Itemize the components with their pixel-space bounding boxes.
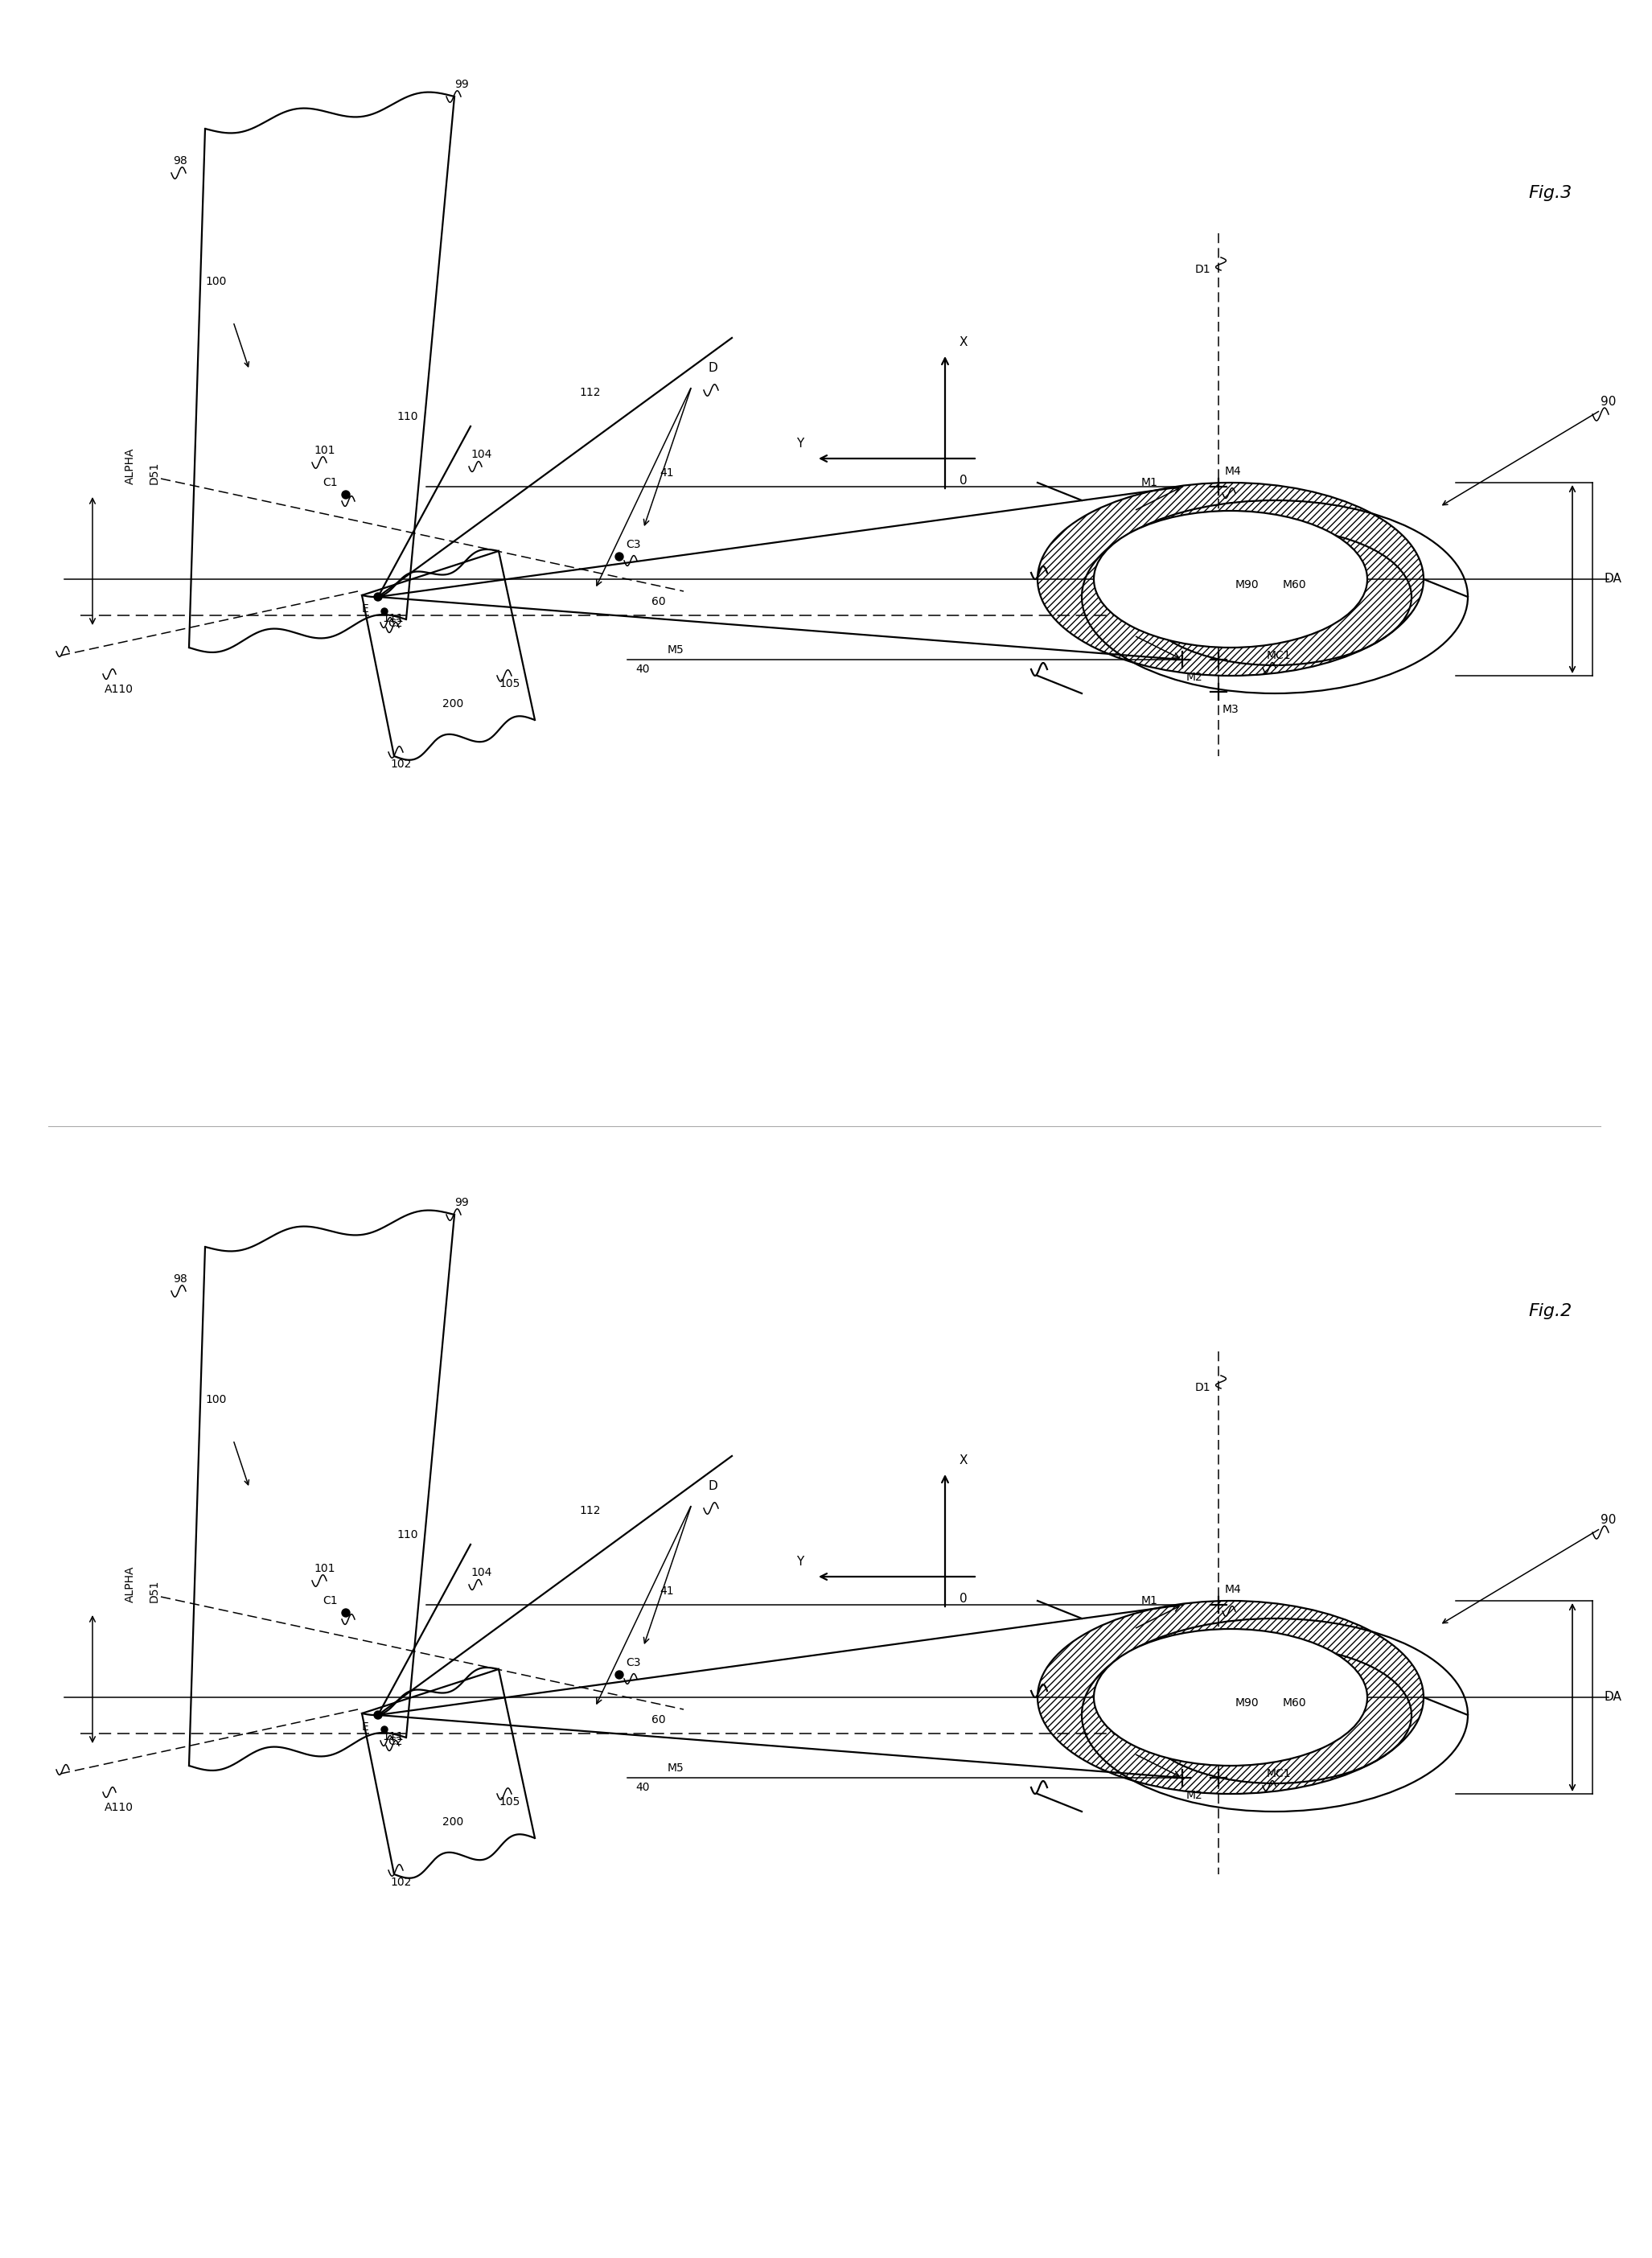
Text: 41: 41 <box>659 467 674 479</box>
Circle shape <box>342 1610 350 1617</box>
Text: 100: 100 <box>205 275 226 287</box>
Text: E: E <box>362 1721 368 1732</box>
Text: ALPHA: ALPHA <box>124 1565 135 1603</box>
Text: Fig.2: Fig.2 <box>1528 1303 1571 1319</box>
Text: Y: Y <box>796 1556 805 1569</box>
Text: 102: 102 <box>390 759 411 770</box>
Text: M2: M2 <box>1186 671 1203 682</box>
Text: MC1: MC1 <box>1267 1768 1292 1779</box>
Text: A110: A110 <box>104 684 134 695</box>
Text: 90: 90 <box>1601 1515 1616 1526</box>
Circle shape <box>342 490 350 499</box>
Text: DA: DA <box>1604 1691 1622 1703</box>
Text: 60: 60 <box>651 1714 666 1725</box>
Text: 99: 99 <box>454 79 469 90</box>
Text: M1: M1 <box>1142 1594 1158 1605</box>
Text: C2: C2 <box>388 619 403 630</box>
Text: 112: 112 <box>580 1506 600 1517</box>
Circle shape <box>373 1712 382 1718</box>
Text: Fig.3: Fig.3 <box>1528 185 1571 201</box>
Text: M2: M2 <box>1186 1791 1203 1802</box>
Text: 112: 112 <box>580 386 600 397</box>
Circle shape <box>373 594 382 601</box>
Circle shape <box>382 607 388 614</box>
Text: MC1: MC1 <box>1267 650 1292 662</box>
Text: 60: 60 <box>651 596 666 607</box>
Text: 99: 99 <box>454 1197 469 1208</box>
Text: 110: 110 <box>396 411 418 422</box>
Text: 40: 40 <box>636 1782 649 1793</box>
Text: M1: M1 <box>1142 476 1158 488</box>
Text: D1: D1 <box>1194 1382 1211 1393</box>
Text: 41: 41 <box>659 1585 674 1596</box>
Text: M60: M60 <box>1284 580 1307 589</box>
Text: M3: M3 <box>1222 704 1239 716</box>
Text: M5: M5 <box>667 1763 684 1775</box>
Text: M4: M4 <box>1224 1583 1242 1594</box>
Text: 110: 110 <box>396 1529 418 1540</box>
Text: 98: 98 <box>173 1274 187 1285</box>
Text: A110: A110 <box>104 1802 134 1813</box>
Text: C3: C3 <box>626 540 641 551</box>
Text: 101: 101 <box>314 445 335 456</box>
Text: C1: C1 <box>322 476 337 488</box>
Text: 102: 102 <box>390 1876 411 1888</box>
Text: D: D <box>707 1481 717 1493</box>
Circle shape <box>615 1671 623 1678</box>
Text: E: E <box>362 603 368 614</box>
Text: 111: 111 <box>382 612 403 623</box>
Text: 105: 105 <box>499 677 520 689</box>
Text: C1: C1 <box>322 1594 337 1605</box>
Text: D1: D1 <box>1194 264 1211 275</box>
Text: ALPHA: ALPHA <box>124 447 135 483</box>
Text: M5: M5 <box>667 644 684 655</box>
Text: 0: 0 <box>960 474 968 488</box>
Text: M60: M60 <box>1284 1698 1307 1709</box>
Text: 200: 200 <box>443 1815 464 1827</box>
Text: 101: 101 <box>314 1563 335 1574</box>
Text: 90: 90 <box>1601 395 1616 409</box>
Text: DA: DA <box>1604 574 1622 585</box>
Text: Y: Y <box>796 438 805 449</box>
Text: 0: 0 <box>960 1592 968 1605</box>
Text: D: D <box>707 361 717 375</box>
Text: 98: 98 <box>173 156 187 167</box>
Text: M4: M4 <box>1224 465 1242 476</box>
Text: X: X <box>960 1454 968 1465</box>
Text: 100: 100 <box>205 1393 226 1404</box>
Ellipse shape <box>1094 510 1368 648</box>
Circle shape <box>382 1727 388 1732</box>
Text: 105: 105 <box>499 1797 520 1806</box>
Text: M90: M90 <box>1236 1698 1259 1709</box>
Text: 111: 111 <box>382 1732 403 1743</box>
Text: C3: C3 <box>626 1657 641 1669</box>
Text: D51: D51 <box>149 461 160 483</box>
Text: 104: 104 <box>471 1567 492 1578</box>
Text: 200: 200 <box>443 698 464 709</box>
Text: C2: C2 <box>388 1736 403 1748</box>
Text: 40: 40 <box>636 664 649 675</box>
Text: M90: M90 <box>1236 580 1259 589</box>
Text: X: X <box>960 336 968 348</box>
Circle shape <box>615 553 623 560</box>
Text: D51: D51 <box>149 1581 160 1603</box>
Ellipse shape <box>1094 1628 1368 1766</box>
Text: 104: 104 <box>471 449 492 461</box>
